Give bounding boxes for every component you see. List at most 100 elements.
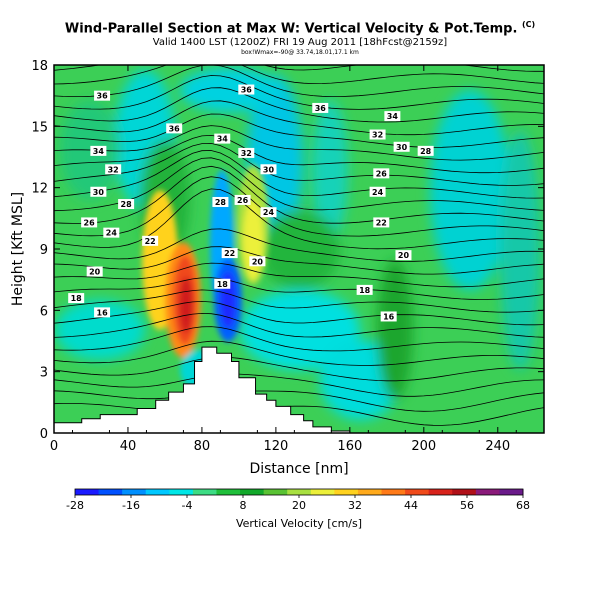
contour-label-bg	[373, 168, 390, 179]
contour-label-bg	[373, 217, 390, 228]
contour-label: 34	[387, 112, 399, 121]
colorbar-swatch	[169, 489, 194, 495]
colorbar-tick-label: 44	[404, 499, 418, 512]
theta-contour-line	[54, 300, 544, 326]
contour-label-bg	[234, 194, 251, 205]
contour-label-bg	[214, 278, 231, 289]
colorbar-swatch	[357, 489, 383, 495]
theta-contour-line	[54, 246, 544, 275]
y-tick-label: 3	[40, 366, 48, 381]
contour-label-bg	[90, 186, 107, 197]
contour-label: 32	[372, 131, 383, 140]
contour-label: 34	[93, 147, 105, 156]
colorbar-swatch	[334, 489, 359, 495]
contour-label: 28	[121, 200, 133, 209]
contour-label: 16	[383, 312, 395, 321]
contour-label-bg	[221, 248, 238, 259]
colorbar-tick-label: 32	[348, 499, 362, 512]
colorbar-tick-label: -28	[66, 499, 84, 512]
x-tick-label: 200	[411, 439, 436, 454]
contour-label: 36	[241, 86, 253, 95]
colorbar-tick-label: -4	[182, 499, 193, 512]
contour-label-bg	[417, 145, 434, 156]
theta-contour-line	[54, 113, 544, 148]
y-tick-label: 15	[31, 120, 48, 135]
theta-contour-line	[54, 87, 544, 123]
contour-label-bg	[94, 90, 111, 101]
colorbar-tick-label: 56	[460, 499, 474, 512]
contour-label-bg	[81, 217, 98, 228]
theta-contour-line	[54, 125, 544, 161]
theta-contour-line	[54, 277, 544, 300]
contour-label: 36	[97, 92, 109, 101]
contour-label-bg	[260, 207, 277, 218]
contour-label: 20	[89, 267, 101, 276]
x-tick-label: 240	[485, 439, 510, 454]
contour-label: 24	[263, 208, 275, 217]
contour-label: 34	[217, 135, 229, 144]
y-tick-label: 9	[40, 243, 48, 258]
x-tick-label: 160	[337, 439, 362, 454]
contour-label: 18	[217, 280, 229, 289]
contour-label-bg	[249, 256, 266, 267]
x-tick-label: 80	[194, 439, 211, 454]
contour-label: 26	[376, 169, 388, 178]
contour-label: 26	[84, 218, 96, 227]
theta-contour-line	[54, 373, 544, 397]
colorbar-swatch	[287, 489, 312, 495]
contour-label-bg	[90, 145, 107, 156]
theta-contour-line	[54, 150, 544, 199]
contour-label: 32	[108, 165, 119, 174]
colorbar-tick-label: 20	[292, 499, 306, 512]
contour-label-bg	[212, 196, 229, 207]
contour-label: 30	[93, 188, 105, 197]
theta-contour-line	[54, 403, 544, 426]
colorbar-swatch	[310, 489, 335, 495]
contour-label: 26	[237, 196, 249, 205]
contour-label-bg	[238, 84, 255, 95]
colorbar-swatch	[263, 489, 288, 495]
contour-label-bg	[214, 133, 231, 144]
contour-label-bg	[94, 307, 111, 318]
contour-label: 36	[169, 124, 181, 133]
terrain-mask	[53, 346, 351, 434]
contour-label-bg	[393, 141, 410, 152]
contour-label-bg	[312, 102, 329, 113]
contour-label-bg	[356, 284, 373, 295]
contour-label-bg	[118, 199, 135, 210]
velocity-field	[54, 65, 544, 433]
colorbar-swatch	[122, 489, 147, 495]
contour-label-bg	[68, 293, 85, 304]
contour-label: 24	[106, 229, 118, 238]
colorbar-swatch	[98, 489, 123, 495]
contour-label: 28	[215, 198, 227, 207]
contour-label: 22	[376, 218, 387, 227]
x-tick-label: 0	[50, 439, 58, 454]
contour-label-bg	[395, 250, 412, 261]
y-tick-label: 18	[31, 59, 48, 74]
contour-label: 36	[315, 104, 327, 113]
chart-subtitle: Valid 1400 LST (1200Z) FRI 19 Aug 2011 […	[152, 37, 448, 48]
theta-contour-line	[54, 142, 544, 186]
x-tick-label: 120	[263, 439, 288, 454]
y-tick-label: 12	[31, 182, 48, 197]
theta-contour-line	[54, 312, 544, 338]
theta-contour-line	[54, 188, 544, 250]
contour-label: 22	[145, 237, 156, 246]
contour-label: 20	[252, 257, 264, 266]
contour-label-bg	[384, 111, 401, 122]
colorbar-tick-label: -16	[122, 499, 140, 512]
contour-label: 18	[71, 294, 83, 303]
contour-label: 30	[396, 143, 408, 152]
colorbar-swatch	[145, 489, 170, 495]
contour-label-bg	[238, 147, 255, 158]
chart-subsubtitle: box!Wmax=-90@ 33.74,18.01,17.1 km	[241, 49, 359, 56]
contour-label-bg	[142, 235, 159, 246]
y-axis-label: Height [Kft MSL]	[10, 192, 26, 306]
chart-title: Wind-Parallel Section at Max W: Vertical…	[64, 20, 536, 37]
colorbar-swatch	[216, 489, 241, 495]
theta-contour-line	[54, 165, 544, 224]
contour-label-bg	[369, 186, 386, 197]
theta-contour-line	[54, 262, 544, 288]
